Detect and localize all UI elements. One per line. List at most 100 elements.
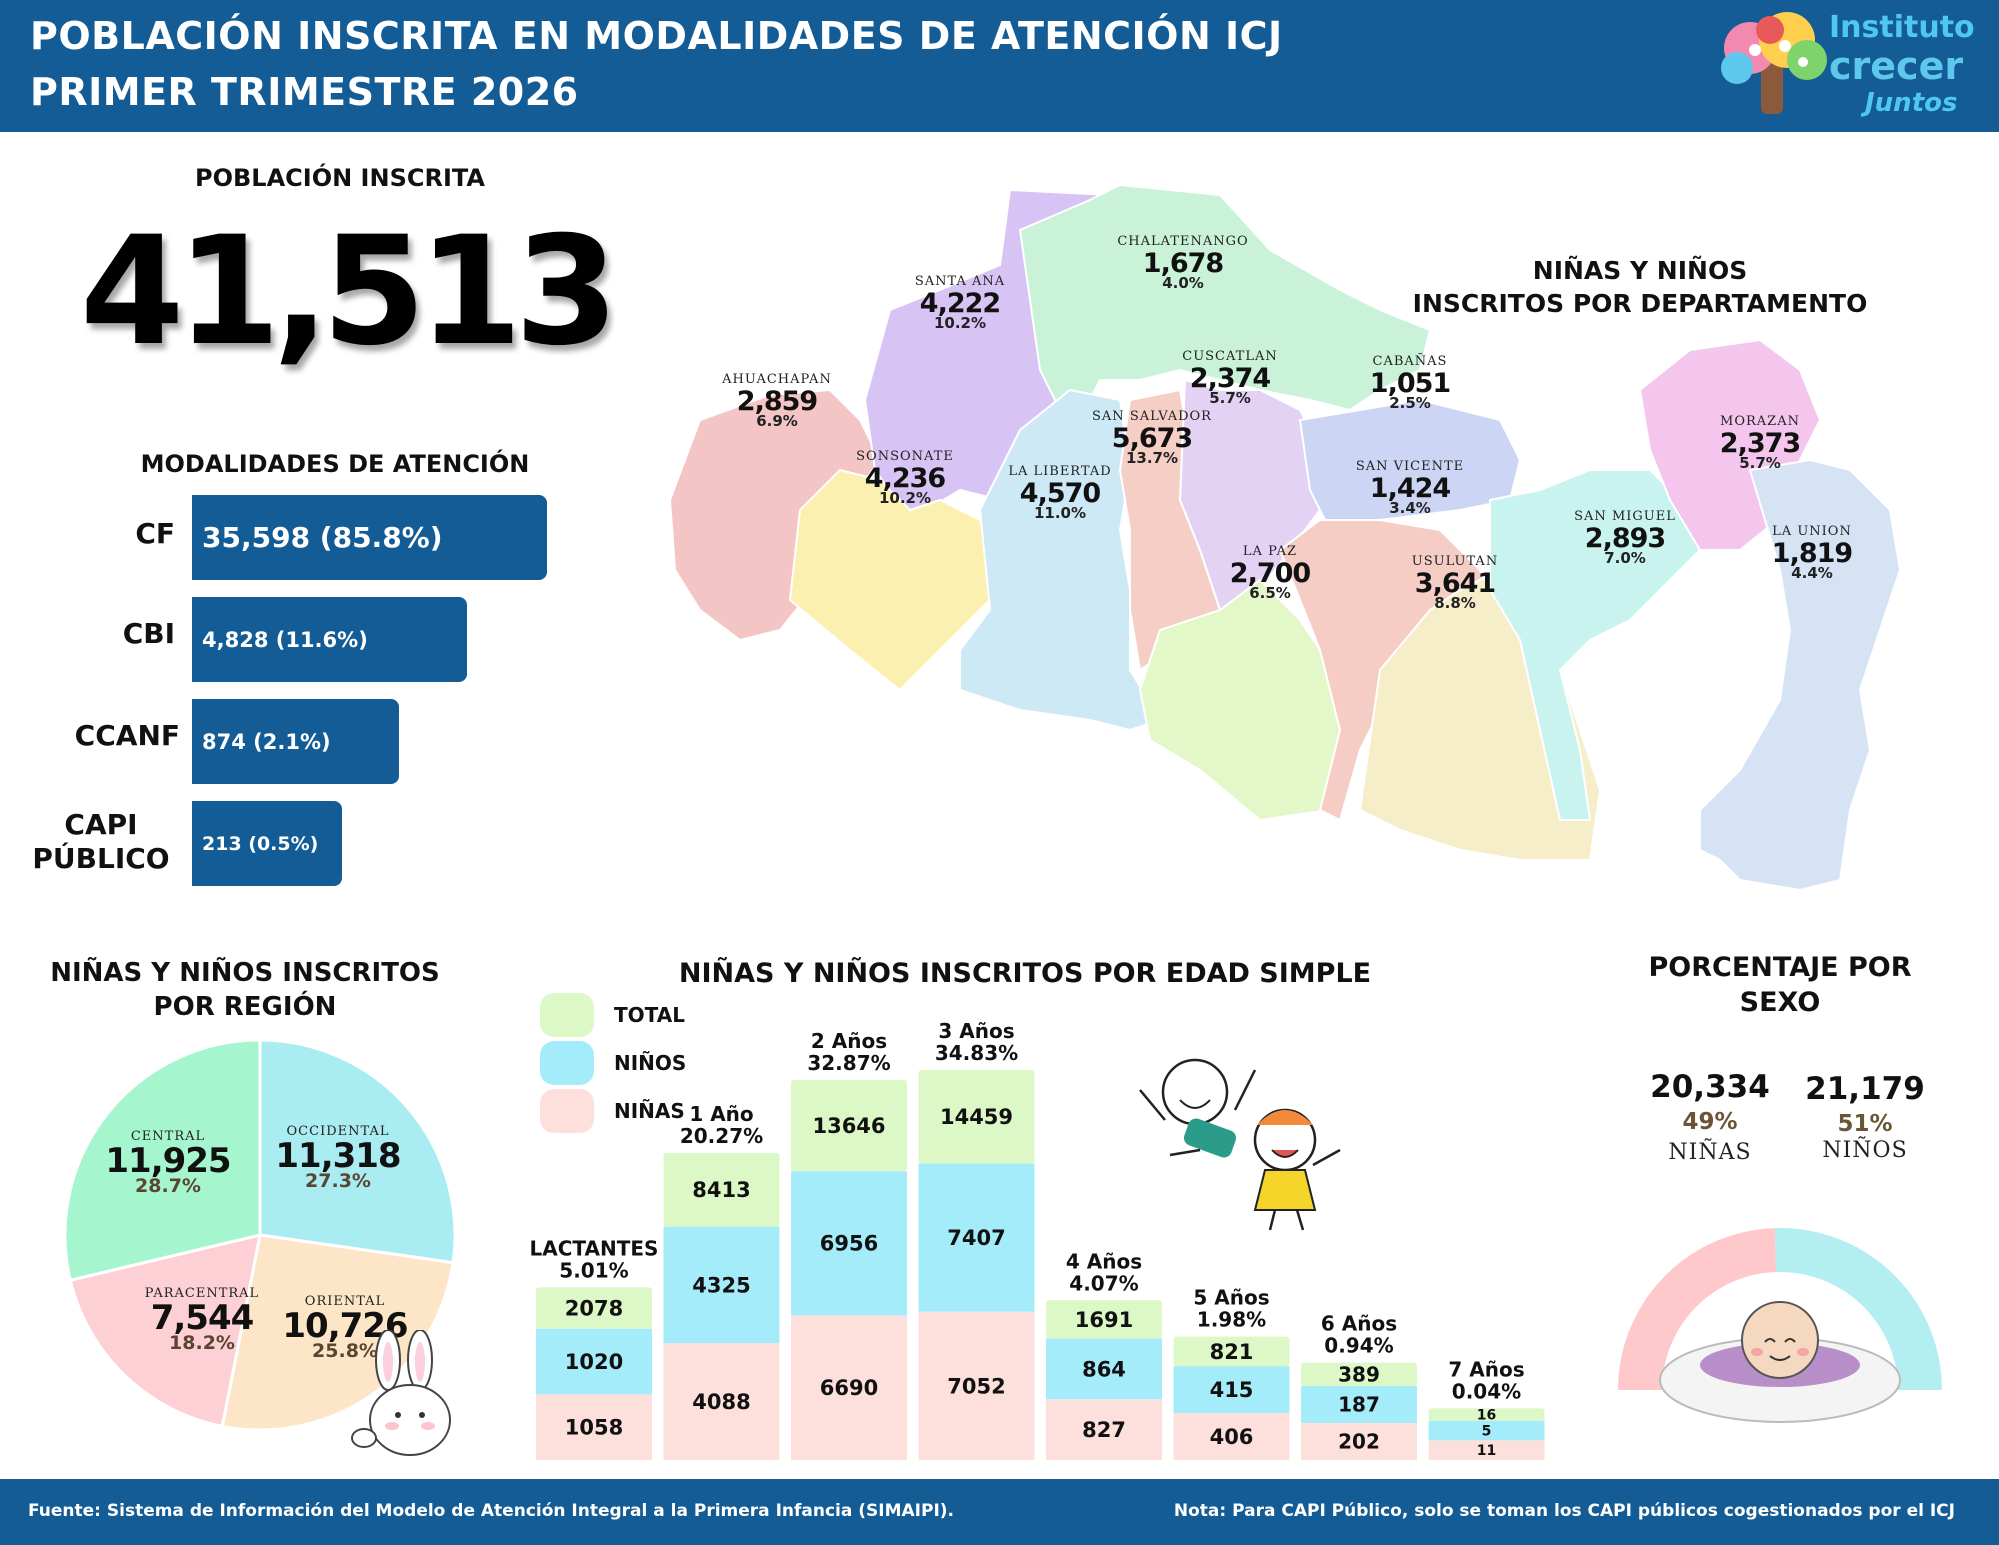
dept-value-cuscatlan: 2,374: [1190, 363, 1271, 394]
dept-pct-la-union: 4.4%: [1791, 564, 1833, 582]
legend-swatch-ninas: [540, 1089, 594, 1133]
bar-ninas-2-años: [791, 1315, 907, 1460]
dept-name-san-vicente: SAN VICENTE: [1356, 459, 1464, 474]
logo-text-2: crecer: [1829, 44, 1964, 88]
page-title: POBLACIÓN INSCRITA EN MODALIDADES DE ATE…: [30, 14, 1283, 58]
bar-ninos-7-años: [1428, 1420, 1545, 1441]
boys-label: NIÑOS: [1822, 1138, 1908, 1163]
girls-percent: 49%: [1682, 1109, 1738, 1135]
legend-swatch-ninos: [540, 1041, 594, 1085]
legend-ninos: NIÑOS: [540, 1041, 686, 1085]
region-pct-occidental: 27.3%: [305, 1170, 371, 1192]
dept-name-cuscatlan: CUSCATLAN: [1182, 349, 1278, 364]
region-value-central: 11,925: [105, 1141, 230, 1181]
age-pct-1-año: 20.27%: [680, 1124, 763, 1148]
region-value-paracentral: 7,544: [151, 1298, 254, 1338]
dept-pct-cuscatlan: 5.7%: [1209, 389, 1251, 407]
seg-label-ninos-2-años: 6956: [820, 1232, 878, 1256]
age-label-7-años: 7 Años: [1448, 1357, 1524, 1381]
legend-label-ninos: NIÑOS: [614, 1051, 687, 1075]
bar-total-2-años: [791, 1079, 907, 1172]
dept-pct-san-miguel: 7.0%: [1604, 549, 1646, 567]
legend-ninas: NIÑAS: [540, 1089, 685, 1133]
pie-slice-occidental: [258, 1038, 457, 1265]
region-pct-paracentral: 18.2%: [169, 1332, 235, 1354]
dept-value-chalatenango: 1,678: [1143, 248, 1224, 279]
bunny-illustration-icon: [351, 1330, 451, 1456]
age-label-3-años: 3 Años: [938, 1019, 1014, 1043]
modalities-title: MODALIDADES DE ATENCIÓN: [140, 450, 530, 478]
region-name-paracentral: PARACENTRAL: [145, 1286, 259, 1301]
region-value-occidental: 11,318: [275, 1136, 400, 1176]
mod-label-ccanf: CCANF: [74, 719, 180, 752]
dept-value-santa-ana: 4,222: [920, 288, 1000, 319]
legend-label-total: TOTAL: [614, 1003, 685, 1027]
seg-label-ninos-5-años: 415: [1210, 1378, 1254, 1402]
age-label-6-años: 6 Años: [1321, 1312, 1397, 1336]
mod-bar-cbi: 4,828 (11.6%): [192, 597, 467, 682]
age-pct-2-años: 32.87%: [807, 1051, 890, 1075]
bar-ninas-4-años: [1046, 1399, 1162, 1460]
dept-value-ahuachapan: 2,859: [737, 386, 818, 417]
gauge-arc-boys: [1774, 1228, 1942, 1391]
seg-label-ninas-lactantes: 1058: [565, 1416, 623, 1440]
mod-label-capi: CAPI PÚBLICO: [20, 808, 182, 876]
footer-note: Nota: Para CAPI Público, solo se toman l…: [1173, 1501, 1955, 1521]
dept-value-la-paz: 2,700: [1230, 558, 1311, 589]
seg-label-total-2-años: 13646: [812, 1114, 885, 1138]
age-pct-4-años: 4.07%: [1069, 1271, 1138, 1295]
region-name-oriental: ORIENTAL: [305, 1294, 385, 1309]
mod-bar-text: 35,598 (85.8%): [202, 521, 443, 554]
age-pct-3-años: 34.83%: [935, 1041, 1018, 1065]
dept-name-morazan: MORAZAN: [1720, 414, 1800, 429]
dept-name-san-salvador: SAN SALVADOR: [1092, 409, 1212, 424]
dept-name-san-miguel: SAN MIGUEL: [1574, 509, 1676, 524]
dept-pct-sonsonate: 10.2%: [879, 489, 931, 507]
mod-bar-text: 4,828 (11.6%): [202, 627, 368, 652]
mod-bar-text: 874 (2.1%): [202, 729, 331, 754]
girls-count: 20,334: [1650, 1069, 1770, 1105]
legend-total: TOTAL: [540, 993, 685, 1037]
age-pct-7-años: 0.04%: [1452, 1379, 1521, 1403]
baby-cloud-icon: [1659, 1301, 1901, 1423]
pie-slice-central: [63, 1038, 262, 1283]
seg-label-ninas-7-años: 11: [1477, 1443, 1496, 1459]
mod-bar-capi: 213 (0.5%): [192, 801, 342, 886]
bar-total-5-años: [1173, 1336, 1290, 1367]
age-pct-lactantes: 5.01%: [559, 1258, 628, 1282]
dept-pct-la-libertad: 11.0%: [1034, 504, 1086, 522]
bar-total-1-año: [663, 1153, 780, 1227]
bar-ninas-lactantes: [536, 1394, 652, 1460]
seg-label-ninos-3-años: 7407: [947, 1226, 1005, 1250]
dept-pct-morazan: 5.7%: [1739, 454, 1781, 472]
logo-text-3: Juntos: [1865, 88, 1958, 118]
region-name-occidental: OCCIDENTAL: [287, 1124, 390, 1139]
sex-gauge-chart: [1618, 1228, 1942, 1423]
seg-label-ninos-4-años: 864: [1082, 1357, 1126, 1381]
seg-label-total-5-años: 821: [1210, 1340, 1254, 1364]
map-title-line2: INSCRITOS POR DEPARTAMENTO: [1412, 289, 1868, 318]
dept-value-san-miguel: 2,893: [1585, 523, 1665, 554]
dept-name-la-libertad: LA LIBERTAD: [1008, 464, 1111, 479]
mod-label-capi-l2: PÚBLICO: [32, 842, 170, 875]
bar-total-lactantes: [536, 1287, 652, 1329]
map-region-san-miguel: [1489, 469, 1702, 821]
seg-label-ninas-4-años: 827: [1082, 1418, 1126, 1442]
seg-label-ninos-7-años: 5: [1482, 1423, 1492, 1439]
mod-bar-cf: 35,598 (85.8%): [192, 495, 547, 580]
age-label-2-años: 2 Años: [811, 1029, 887, 1053]
mod-label-cbi: CBI: [122, 617, 175, 650]
map-title: NIÑAS Y NIÑOS INSCRITOS POR DEPARTAMENTO: [1400, 254, 1880, 320]
boys-percent: 51%: [1837, 1111, 1893, 1137]
dept-name-chalatenango: CHALATENANGO: [1117, 234, 1248, 249]
seg-label-ninas-6-años: 202: [1338, 1429, 1380, 1453]
dept-value-morazan: 2,373: [1720, 428, 1800, 459]
bar-ninas-3-años: [918, 1311, 1035, 1460]
bar-total-4-años: [1046, 1300, 1162, 1339]
age-title: NIÑAS Y NIÑOS INSCRITOS POR EDAD SIMPLE: [678, 958, 1372, 989]
seg-label-total-4-años: 1691: [1075, 1308, 1133, 1332]
logo-text-1: Instituto: [1829, 10, 1975, 45]
institute-logo: Instituto crecer Juntos: [1715, 10, 1985, 122]
bar-ninos-5-años: [1173, 1366, 1290, 1414]
bar-ninas-6-años: [1301, 1422, 1417, 1460]
